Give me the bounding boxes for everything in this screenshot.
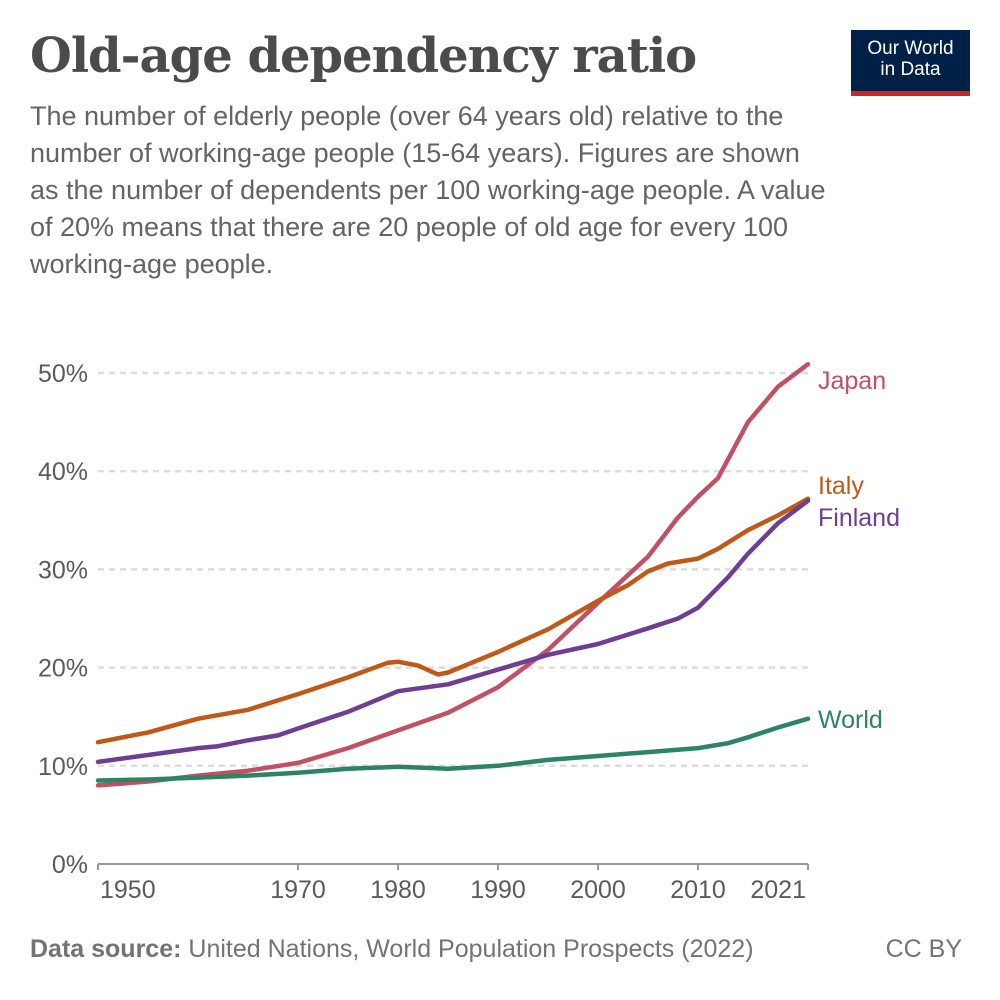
- x-tick-label: 2000: [570, 876, 626, 904]
- x-tick-label: 2021: [750, 876, 806, 904]
- series-line-world: [95, 716, 811, 783]
- x-tick-label: 1980: [370, 876, 426, 904]
- license[interactable]: CC BY: [885, 935, 962, 963]
- data-source: Data source: United Nations, World Popul…: [30, 935, 754, 964]
- owid-logo[interactable]: Our World in Data: [851, 30, 970, 96]
- series-line-italy: [95, 496, 811, 745]
- series-label-italy: Italy: [818, 472, 864, 500]
- y-tick-label: 30%: [38, 556, 88, 584]
- logo-line-2: in Data: [880, 59, 941, 80]
- source-label: Data source:: [30, 935, 182, 963]
- x-tick-label: 2010: [670, 876, 726, 904]
- chart-subtitle: The number of elderly people (over 64 ye…: [30, 101, 826, 279]
- y-tick-label: 40%: [38, 458, 88, 486]
- series-label-japan: Japan: [818, 367, 886, 395]
- y-tick-label: 20%: [38, 655, 88, 683]
- chart-title: Old-age dependency ratio: [30, 28, 697, 84]
- logo-line-1: Our World: [867, 38, 954, 59]
- y-tick-label: 50%: [38, 360, 88, 388]
- x-tick-label: 1990: [470, 876, 526, 904]
- series-line-finland: [95, 498, 811, 765]
- series-label-world: World: [818, 706, 883, 734]
- series-label-finland: Finland: [818, 504, 900, 532]
- series-line-japan: [95, 361, 811, 788]
- x-tick-label: 1950: [100, 876, 156, 904]
- y-tick-label: 10%: [38, 753, 88, 781]
- x-tick-label: 1970: [270, 876, 326, 904]
- y-tick-label: 0%: [52, 851, 88, 879]
- source-text[interactable]: United Nations, World Population Prospec…: [188, 935, 754, 963]
